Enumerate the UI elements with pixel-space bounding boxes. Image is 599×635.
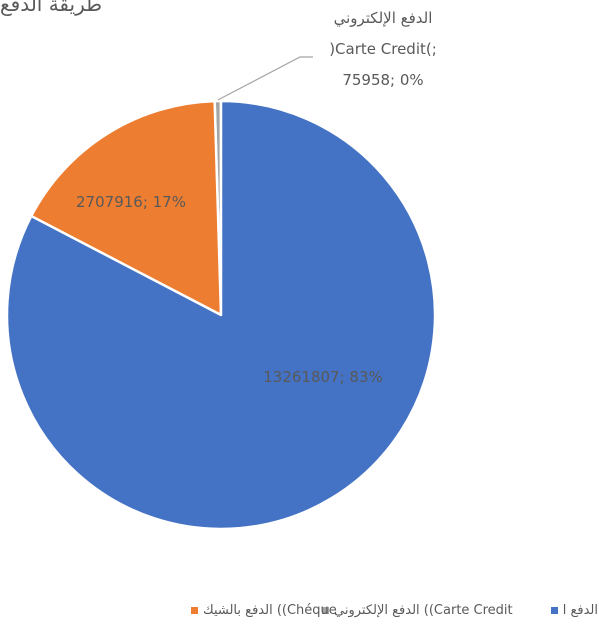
legend-label: الدفع بالشيك ((Chéque	[203, 603, 337, 618]
data-label-slice-0-line-1: الدفع الإلكتروني	[334, 9, 433, 28]
legend-swatch	[550, 607, 558, 614]
pie-slice-2	[5, 99, 437, 531]
legend-swatch	[322, 607, 329, 614]
legend-swatch	[191, 607, 198, 614]
legend-item-2: الدفع ا	[550, 603, 598, 618]
data-label-slice-0-line-3: 75958; 0%	[342, 71, 423, 89]
pie-slice-1	[30, 99, 223, 317]
legend-item-1: الدفع بالشيك ((Chéque	[191, 603, 337, 618]
legend-label: الدفع الإلكتروني ((Carte Credit	[334, 603, 513, 618]
legend-item-0: الدفع الإلكتروني ((Carte Credit	[322, 603, 513, 618]
chart-title: طريقة الدفع	[0, 0, 103, 16]
data-label-slice-2: 13261807; 83%	[263, 368, 383, 386]
data-label-slice-1: 2707916; 17%	[76, 193, 186, 211]
pie-slices	[5, 99, 437, 531]
leader-line-slice-0	[217, 56, 313, 101]
chart-legend: الدفع الإلكتروني ((Carte Credit الدفع بال…	[0, 603, 599, 627]
pie-data-labels: 13261807; 83% 2707916; 17% الدفع الإلكترون…	[76, 9, 437, 386]
data-label-slice-0-line-2: )Carte Credit(;	[329, 40, 437, 58]
legend-label: الدفع ا	[562, 603, 598, 618]
